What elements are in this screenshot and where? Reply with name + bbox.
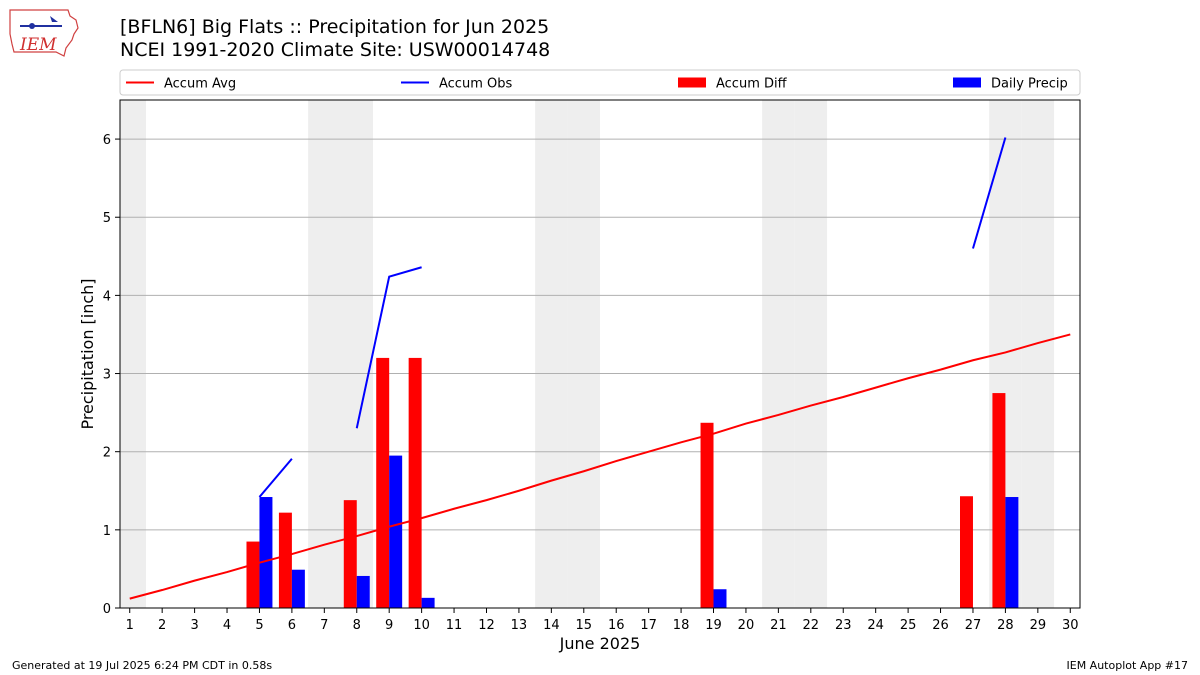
accum-diff-bar — [408, 357, 422, 608]
x-tick-label: 10 — [413, 618, 430, 633]
weekend-shade — [535, 100, 568, 608]
x-tick-label: 30 — [1062, 618, 1079, 633]
x-tick-label: 11 — [446, 618, 463, 633]
y-tick-label: 0 — [103, 602, 111, 617]
x-tick-label: 4 — [223, 618, 231, 633]
daily-precip-bar — [291, 569, 305, 608]
iem-logo: IEM — [9, 9, 79, 57]
accum-obs-line — [972, 137, 1007, 249]
legend-label: Daily Precip — [991, 77, 1068, 92]
footer-app: IEM Autoplot App #17 — [1066, 659, 1189, 672]
x-tick-label: 25 — [900, 618, 917, 633]
x-tick-label: 29 — [1030, 618, 1047, 633]
chart-title: [BFLN6] Big Flats :: Precipitation for J… — [120, 16, 550, 38]
x-tick-label: 2 — [158, 618, 166, 633]
x-tick-label: 23 — [835, 618, 852, 633]
accum-diff-bar — [700, 422, 714, 608]
x-tick-label: 19 — [705, 618, 722, 633]
accum-diff-bar — [376, 357, 390, 608]
x-tick-label: 8 — [353, 618, 361, 633]
daily-precip-bar — [713, 589, 727, 608]
x-tick-label: 3 — [190, 618, 198, 633]
x-tick-label: 7 — [320, 618, 328, 633]
weekend-shade — [989, 100, 1022, 608]
daily-precip-bar — [259, 497, 273, 608]
x-tick-label: 18 — [673, 618, 690, 633]
accum-avg-line — [129, 333, 1071, 600]
y-tick-label: 3 — [103, 368, 111, 383]
chart-subtitle: NCEI 1991-2020 Climate Site: USW00014748 — [120, 39, 551, 61]
y-tick-label: 6 — [103, 133, 111, 148]
iowa-outline — [9, 9, 79, 57]
x-tick-label: 16 — [608, 618, 625, 633]
daily-precip-bar — [389, 455, 403, 608]
legend-swatch-bar — [678, 77, 706, 88]
accum-diff-bar — [960, 496, 973, 608]
x-tick-label: 12 — [478, 618, 495, 633]
daily-precip-bar — [421, 597, 435, 608]
accum-obs-line — [258, 458, 293, 498]
footer-generated: Generated at 19 Jul 2025 6:24 PM CDT in … — [12, 659, 273, 672]
daily-precip-bar — [356, 575, 370, 608]
x-tick-label: 17 — [640, 618, 657, 633]
x-tick-label: 24 — [867, 618, 884, 633]
x-tick-label: 1 — [126, 618, 134, 633]
x-tick-label: 15 — [576, 618, 593, 633]
x-tick-label: 14 — [543, 618, 560, 633]
x-tick-label: 26 — [932, 618, 949, 633]
weekend-shade — [120, 100, 146, 608]
weekend-shade — [340, 100, 373, 608]
legend-box — [119, 69, 1081, 96]
accum-diff-bar — [343, 500, 357, 608]
y-tick-label: 2 — [103, 446, 111, 461]
accum-diff-bar — [278, 512, 292, 608]
weekend-shade — [308, 100, 341, 608]
x-axis-label: June 2025 — [559, 634, 641, 653]
weekend-shade — [567, 100, 600, 608]
y-axis-label: Precipitation [inch] — [78, 278, 97, 429]
y-tick-label: 5 — [103, 211, 111, 226]
x-tick-label: 27 — [965, 618, 982, 633]
daily-precip-bar — [1005, 497, 1019, 608]
plot-frame — [119, 99, 1081, 609]
x-tick-label: 28 — [997, 618, 1014, 633]
x-tick-label: 6 — [288, 618, 296, 633]
legend-label: Accum Obs — [439, 77, 512, 92]
accum-obs-line — [355, 266, 422, 429]
x-tick-label: 9 — [385, 618, 393, 633]
x-tick-label: 5 — [255, 618, 263, 633]
accum-diff-bar — [992, 393, 1006, 608]
x-tick-label: 13 — [511, 618, 528, 633]
legend-label: Accum Diff — [716, 77, 788, 92]
logo-text: IEM — [19, 35, 57, 55]
weekend-shade — [1021, 100, 1055, 608]
legend-swatch-bar — [953, 77, 981, 88]
weekend-shade — [762, 100, 795, 608]
y-tick-label: 4 — [103, 289, 111, 304]
accum-diff-bar — [246, 541, 260, 608]
legend-label: Accum Avg — [164, 77, 236, 92]
y-tick-label: 1 — [103, 524, 111, 539]
x-tick-label: 20 — [738, 618, 755, 633]
x-tick-label: 21 — [770, 618, 787, 633]
weekend-shade — [794, 100, 828, 608]
x-tick-label: 22 — [803, 618, 820, 633]
